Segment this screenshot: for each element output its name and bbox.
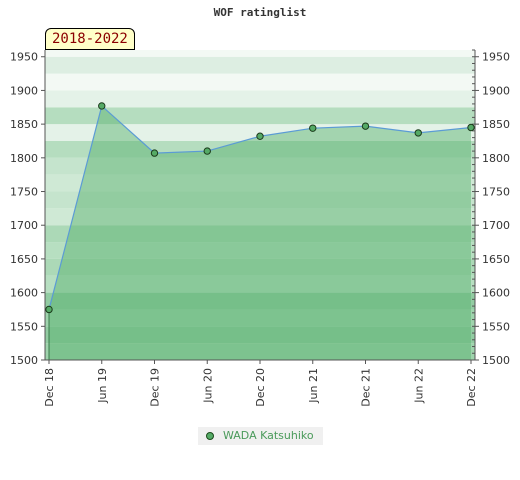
data-point — [203, 147, 211, 155]
y-tick-label-left: 1950 — [10, 51, 38, 64]
background-band — [45, 208, 475, 226]
x-tick-label: Dec 19 — [149, 368, 162, 407]
y-tick-label-right: 1850 — [482, 118, 510, 131]
y-tick-label-left: 1900 — [10, 84, 38, 97]
y-tick-label-right: 1650 — [482, 253, 510, 266]
background-band — [45, 326, 475, 344]
background-band — [45, 174, 475, 192]
legend: WADA Katsuhiko — [198, 427, 323, 445]
x-tick-label: Jun 22 — [412, 368, 425, 404]
data-point — [361, 122, 370, 130]
y-tick-label-left: 1700 — [10, 219, 38, 232]
y-tick-label-right: 1750 — [482, 186, 510, 199]
y-tick-label-right: 1900 — [482, 84, 510, 97]
x-tick-label: Dec 18 — [43, 368, 56, 407]
y-tick-label-right: 1700 — [482, 219, 510, 232]
legend-marker — [206, 432, 214, 440]
x-tick-label: Dec 20 — [254, 368, 267, 407]
chart-title: WOF ratinglist — [213, 6, 307, 19]
y-tick-label-right: 1550 — [482, 320, 510, 333]
data-point — [309, 124, 317, 132]
background-band — [45, 343, 475, 360]
series-area — [49, 105, 471, 360]
x-tick-label: Jun 19 — [96, 368, 109, 404]
background-band — [45, 191, 475, 209]
background-band — [45, 157, 475, 175]
data-point — [414, 129, 422, 137]
background-band — [45, 107, 475, 125]
background-band — [45, 90, 475, 108]
range-label: 2018-2022 — [45, 28, 135, 50]
data-point — [98, 102, 106, 110]
y-tick-label-right: 1500 — [482, 354, 510, 367]
y-tick-label-right: 1950 — [482, 51, 510, 64]
y-tick-label-left: 1500 — [10, 354, 38, 367]
x-tick-label: Jun 21 — [307, 368, 320, 404]
background-band — [45, 258, 475, 276]
data-point — [467, 123, 475, 132]
background-band — [45, 56, 475, 74]
y-tick-label-right: 1800 — [482, 152, 510, 165]
y-tick-label-right: 1600 — [482, 287, 510, 300]
x-tick-label: Dec 21 — [360, 368, 373, 407]
data-point — [256, 132, 264, 140]
y-tick-label-left: 1650 — [10, 253, 38, 266]
data-point — [45, 305, 53, 314]
data-point — [150, 149, 159, 157]
background-band — [45, 309, 475, 327]
y-tick-label-left: 1750 — [10, 186, 38, 199]
background-band — [45, 73, 475, 91]
background-band — [45, 242, 475, 259]
y-tick-label-left: 1600 — [10, 287, 38, 300]
background-band — [45, 225, 475, 243]
y-tick-label-left: 1550 — [10, 320, 38, 333]
background-band — [45, 292, 475, 310]
x-tick-label: Jun 20 — [201, 368, 214, 404]
y-tick-label-left: 1800 — [10, 152, 38, 165]
y-tick-label-left: 1850 — [10, 118, 38, 131]
background-band — [45, 50, 475, 57]
legend-label: WADA Katsuhiko — [223, 429, 314, 442]
x-tick-label: Dec 22 — [465, 368, 478, 407]
background-band — [45, 275, 475, 293]
